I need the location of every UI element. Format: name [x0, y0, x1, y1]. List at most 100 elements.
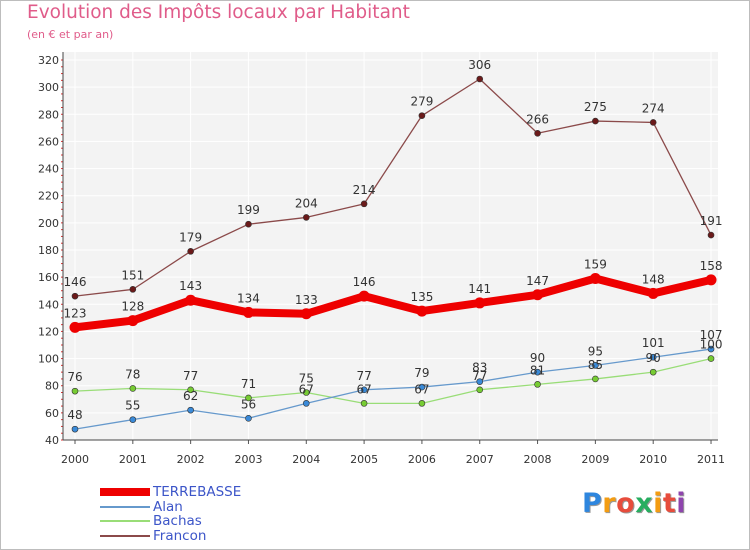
data-point-francon	[360, 200, 368, 208]
data-label-alan: 107	[700, 328, 723, 342]
data-label-bachas: 78	[125, 367, 140, 381]
data-label-francon: 214	[353, 183, 376, 197]
legend-label-terrebasse: TERREBASSE	[153, 484, 242, 500]
logo-letter: i	[653, 488, 663, 519]
data-point-francon	[418, 112, 426, 119]
data-label-bachas: 71	[241, 377, 256, 391]
data-point-alan	[418, 383, 426, 391]
data-label-alan: 83	[472, 361, 487, 375]
chart-title: Evolution des Impôts locaux par Habitant	[27, 2, 410, 23]
logo-letter: o	[616, 488, 636, 519]
data-point-bachas	[245, 394, 252, 402]
data-point-terrebasse	[185, 294, 197, 306]
data-point-terrebasse	[242, 306, 254, 318]
x-tick-label: 2007	[466, 453, 494, 466]
x-tick-label: 2008	[524, 453, 552, 466]
data-point-alan	[476, 378, 484, 385]
y-tick-label: 60	[45, 407, 59, 420]
data-point-alan	[707, 345, 715, 353]
data-point-francon	[129, 286, 137, 293]
data-label-francon: 275	[584, 100, 607, 114]
data-point-bachas	[707, 355, 715, 362]
data-point-francon	[71, 292, 79, 300]
legend-label-bachas: Bachas	[153, 513, 202, 530]
data-point-terrebasse	[127, 315, 139, 327]
series-line-bachas	[74, 357, 712, 405]
data-point-bachas	[302, 389, 310, 396]
data-label-terrebasse: 148	[642, 272, 665, 286]
data-point-bachas	[476, 386, 484, 394]
y-tick-label: 80	[45, 380, 59, 393]
data-label-francon: 199	[237, 203, 260, 217]
x-tick-label: 2009	[581, 453, 609, 466]
y-tick-label: 220	[38, 190, 59, 203]
y-tick-label: 160	[38, 271, 59, 284]
legend-swatch-bachas	[100, 520, 150, 523]
data-label-alan: 56	[241, 397, 256, 411]
data-point-bachas	[418, 400, 426, 407]
data-label-bachas: 77	[183, 369, 198, 383]
data-point-bachas	[71, 387, 79, 395]
legend-swatch-terrebasse	[100, 488, 150, 496]
data-label-terrebasse: 159	[584, 258, 607, 272]
data-point-terrebasse	[705, 274, 717, 286]
data-label-francon: 151	[121, 268, 144, 282]
data-label-bachas: 90	[646, 351, 661, 365]
y-tick-label: 260	[38, 135, 59, 148]
data-point-alan	[245, 414, 252, 422]
y-tick-label: 200	[38, 217, 59, 230]
data-point-francon	[649, 119, 657, 126]
data-label-terrebasse: 134	[237, 291, 260, 305]
data-point-alan	[534, 368, 541, 376]
data-point-francon	[187, 248, 194, 255]
logo-letter: P	[582, 488, 603, 519]
data-label-terrebasse: 158	[700, 259, 723, 273]
plot-area	[63, 52, 718, 440]
data-point-francon	[592, 117, 599, 125]
data-label-alan: 79	[414, 366, 429, 380]
series-line-alan	[74, 348, 712, 430]
data-point-terrebasse	[474, 297, 486, 309]
x-tick-label: 2005	[350, 453, 378, 466]
data-point-terrebasse	[647, 287, 659, 299]
series-line-francon	[74, 78, 712, 297]
data-label-francon: 204	[295, 196, 318, 210]
data-point-terrebasse	[416, 305, 428, 317]
data-label-francon: 146	[64, 275, 87, 289]
x-tick-label: 2004	[292, 453, 320, 466]
logo-letter: r	[602, 488, 617, 519]
data-point-bachas	[592, 375, 599, 383]
data-label-alan: 55	[125, 399, 140, 413]
legend-swatch-alan	[100, 505, 150, 508]
data-point-alan	[302, 400, 310, 407]
data-point-francon	[534, 129, 541, 137]
y-tick-label: 180	[38, 244, 59, 257]
data-label-francon: 266	[526, 112, 549, 126]
data-point-terrebasse	[300, 308, 312, 320]
x-tick-label: 2006	[408, 453, 436, 466]
data-label-terrebasse: 128	[121, 300, 144, 314]
data-label-francon: 306	[468, 58, 491, 72]
legend-swatch-francon	[100, 534, 150, 537]
data-label-terrebasse: 123	[64, 306, 87, 320]
data-point-francon	[245, 220, 252, 228]
data-label-bachas: 67	[356, 382, 371, 396]
x-tick-label: 2011	[697, 453, 725, 466]
data-label-alan: 67	[299, 382, 314, 396]
data-label-bachas: 81	[530, 363, 545, 377]
data-point-alan	[129, 416, 137, 423]
data-label-alan: 95	[588, 344, 603, 358]
data-point-francon	[707, 231, 715, 239]
data-label-terrebasse: 135	[410, 290, 433, 304]
data-label-bachas: 85	[588, 358, 603, 372]
data-label-terrebasse: 133	[295, 293, 318, 307]
data-label-bachas: 75	[299, 372, 314, 386]
data-label-francon: 191	[700, 214, 723, 228]
series-line-terrebasse	[74, 274, 712, 332]
data-point-bachas	[187, 386, 194, 394]
data-label-francon: 279	[410, 95, 433, 109]
data-label-bachas: 67	[414, 382, 429, 396]
legend-label-alan: Alan	[153, 498, 183, 515]
data-point-francon	[302, 214, 310, 221]
